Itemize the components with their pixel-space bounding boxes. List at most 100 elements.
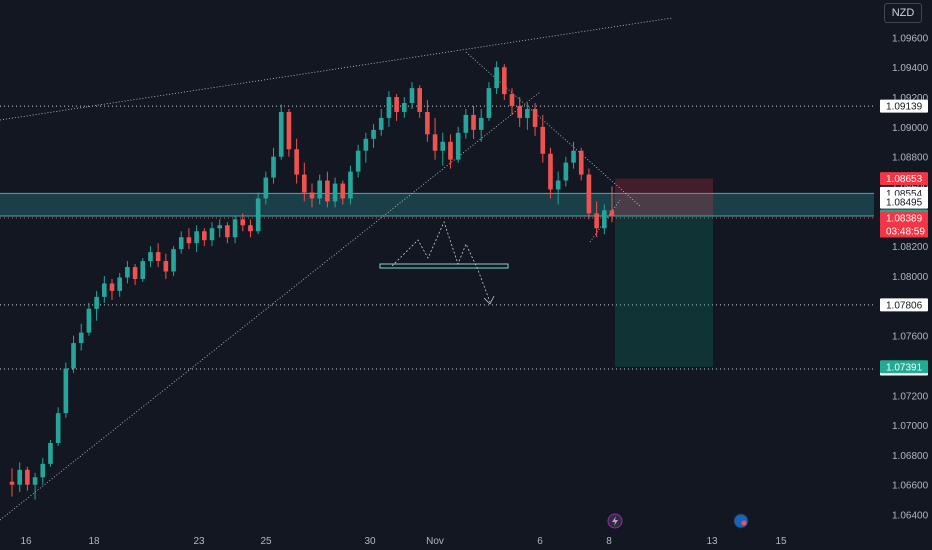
y-tick-label: 1.08200 xyxy=(892,242,929,253)
candle-body xyxy=(309,192,315,199)
support-zone xyxy=(0,193,874,217)
candle-body xyxy=(417,88,422,112)
candle-body xyxy=(294,149,299,175)
y-tick-label: 1.07000 xyxy=(892,421,929,432)
pattern-sketch xyxy=(391,220,491,303)
candle-body xyxy=(478,117,484,130)
price-tag-label: 1.09139 xyxy=(886,102,923,113)
candle-body xyxy=(217,225,222,229)
candle-body xyxy=(255,198,261,232)
candle-body xyxy=(132,267,138,279)
price-tag-label: 1.08554 xyxy=(886,189,923,200)
candle-body xyxy=(9,481,15,485)
candle-body xyxy=(455,132,461,160)
candle-body xyxy=(25,469,30,485)
price-tag-label: 1.08495 xyxy=(886,198,923,209)
candle-body xyxy=(102,283,107,297)
take-profit-area xyxy=(615,216,713,367)
candle-body xyxy=(563,162,569,181)
candle-body xyxy=(571,150,576,163)
price-tag xyxy=(880,195,928,209)
candle-body xyxy=(325,180,330,202)
candle-body xyxy=(486,88,492,118)
candle-body xyxy=(163,261,169,272)
ascending-trendline xyxy=(0,91,541,521)
candle-body xyxy=(378,117,384,130)
price-tag-label: 1.07391 xyxy=(886,362,923,373)
candle-body xyxy=(555,180,561,190)
candle-body xyxy=(602,210,607,229)
y-tick-label: 1.09600 xyxy=(892,33,929,44)
candle-body xyxy=(271,156,276,178)
candle-body xyxy=(286,111,292,150)
price-tag xyxy=(880,99,928,113)
candle-body xyxy=(186,237,192,244)
x-tick-label: 13 xyxy=(706,536,718,547)
candle-body xyxy=(586,174,592,214)
candle-body xyxy=(386,97,392,118)
stop-loss-area xyxy=(615,178,713,217)
candle-body xyxy=(155,252,161,262)
candle-body xyxy=(209,228,215,241)
x-tick-label: 15 xyxy=(775,536,787,547)
candle-body xyxy=(248,225,253,232)
x-tick-label: 16 xyxy=(20,536,32,547)
pattern-arrow-head xyxy=(483,295,495,305)
candle-body xyxy=(432,134,438,151)
price-tag xyxy=(880,298,928,312)
x-tick-label: 23 xyxy=(193,536,205,547)
candle-body xyxy=(63,368,69,414)
candle-body xyxy=(117,277,122,291)
flag-event-dot xyxy=(741,520,747,526)
price-tag-label: 1.08653 xyxy=(886,174,923,185)
candle-body xyxy=(517,106,522,118)
candle-body xyxy=(71,343,76,369)
countdown-tag xyxy=(880,224,928,238)
y-tick-label: 1.07200 xyxy=(892,391,929,402)
candle-body xyxy=(48,442,53,464)
candle-body xyxy=(140,261,146,279)
candle-body xyxy=(594,213,599,229)
price-tag-label: 1.08389 xyxy=(886,213,923,224)
candle-body xyxy=(32,477,38,485)
candle-body xyxy=(494,67,499,89)
candle-body xyxy=(194,231,199,244)
candle-body xyxy=(532,108,538,127)
candle-body xyxy=(317,180,322,199)
currency-selector[interactable]: NZD xyxy=(884,3,922,23)
y-tick-label: 1.06800 xyxy=(892,451,929,462)
candle-body xyxy=(348,171,353,199)
candle-body xyxy=(125,267,130,278)
y-tick-label: 1.09000 xyxy=(892,123,929,134)
candle-body xyxy=(178,237,184,250)
candle-body xyxy=(448,141,453,160)
candle-body xyxy=(40,463,46,478)
candle-body xyxy=(463,114,469,133)
candle-body xyxy=(340,183,346,199)
x-tick-label: 18 xyxy=(88,536,100,547)
candle-body xyxy=(402,103,407,112)
candle-body xyxy=(302,174,307,193)
candle-body xyxy=(371,129,376,139)
y-tick-label: 1.06400 xyxy=(892,511,929,522)
x-tick-label: 6 xyxy=(537,536,543,547)
candle-body xyxy=(355,150,361,172)
candle-body xyxy=(232,219,238,238)
candle-body xyxy=(502,67,507,95)
y-tick-label: 1.06600 xyxy=(892,481,929,492)
candle-body xyxy=(548,153,553,190)
y-tick-label: 1.09200 xyxy=(892,93,929,104)
candle-body xyxy=(509,94,515,107)
price-tag xyxy=(880,211,928,225)
candle-body xyxy=(363,138,369,151)
candle-body xyxy=(171,249,176,272)
candle-body xyxy=(425,111,430,135)
candle-body xyxy=(440,141,446,151)
candle-body xyxy=(86,308,92,333)
upper-channel-trendline xyxy=(0,17,673,121)
candle-body xyxy=(202,231,207,241)
x-tick-label: Nov xyxy=(426,536,444,547)
x-tick-label: 30 xyxy=(364,536,376,547)
countdown-label: 03:48:59 xyxy=(886,226,925,237)
